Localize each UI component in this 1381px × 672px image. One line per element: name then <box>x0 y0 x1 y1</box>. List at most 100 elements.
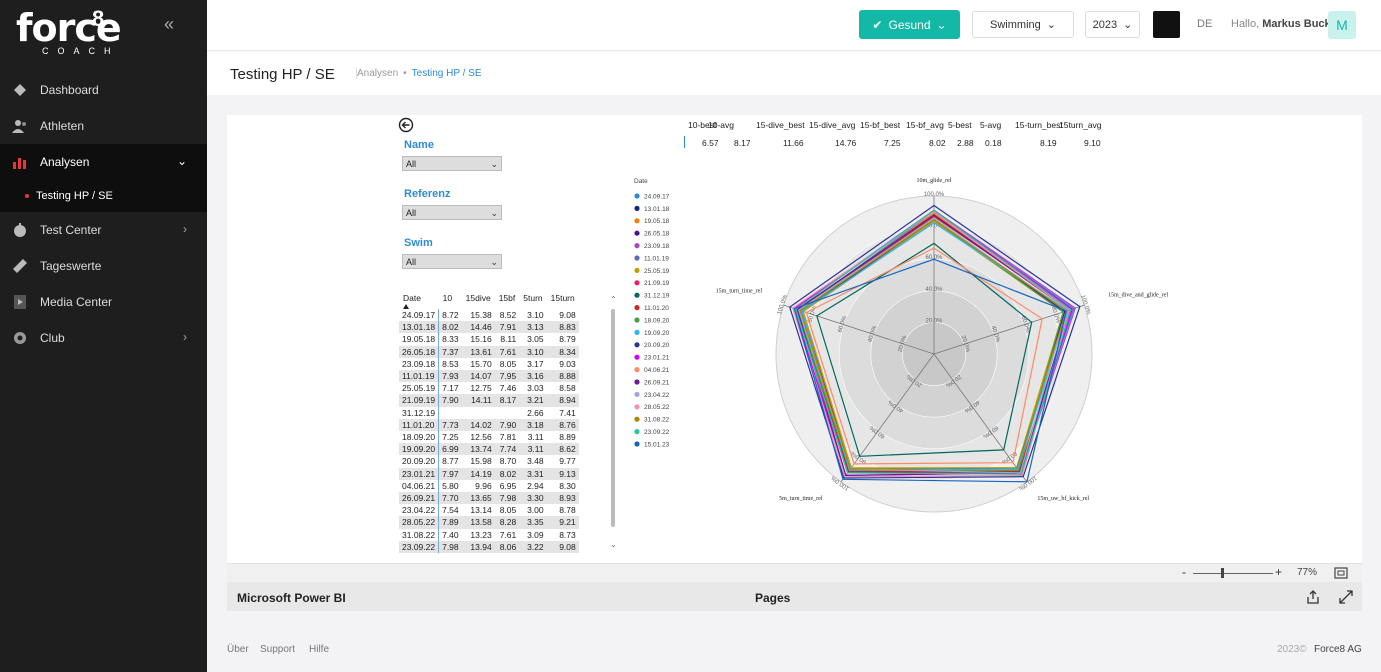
table-row[interactable]: 28.05.22 7.89 13.58 8.28 3.35 9.21 <box>399 516 579 529</box>
zoom-slider[interactable] <box>1193 573 1273 574</box>
pages-navigator[interactable]: Pages <box>755 591 791 605</box>
radar-series-line <box>788 204 1081 479</box>
powerbi-brand-link[interactable]: Microsoft Power BI <box>237 591 346 605</box>
table-row[interactable]: 18.09.20 7.25 12.56 7.81 3.11 8.89 <box>399 431 579 444</box>
table-row[interactable]: 23.09.22 7.98 13.94 8.06 3.22 9.08 <box>399 540 579 554</box>
sidebar-item-club[interactable]: Club › <box>0 320 207 356</box>
table-row[interactable]: 26.09.21 7.70 13.65 7.98 3.30 8.93 <box>399 492 579 505</box>
fit-to-page-icon[interactable] <box>1334 567 1348 579</box>
back-arrow-icon[interactable] <box>398 117 414 133</box>
table-row[interactable]: 21.09.19 7.90 14.11 8.17 3.21 8.94 <box>399 394 579 407</box>
legend-marker <box>634 416 640 422</box>
table-cell: 3.10 <box>519 345 547 358</box>
sidebar-item-test-center[interactable]: Test Center › <box>0 212 207 248</box>
table-cell: 3.00 <box>527 505 544 516</box>
table-cell: 15.38 <box>470 310 492 320</box>
scrollbar-thumb[interactable] <box>611 309 615 527</box>
radar-tick-label: 40.0% <box>925 287 943 293</box>
table-row[interactable]: 13.01.18 8.02 14.46 7.91 3.13 8.83 <box>399 321 579 334</box>
logo[interactable]: force 8 COACH <box>16 6 122 56</box>
legend-entry: 19.05.18 <box>644 218 670 225</box>
share-icon[interactable] <box>1305 589 1321 605</box>
table-cell: 13.65 <box>461 492 495 505</box>
table-row[interactable]: 23.04.22 7.54 13.14 8.05 3.00 8.78 <box>399 504 579 517</box>
column-header[interactable]: 15dive <box>465 293 491 303</box>
table-scrollbar[interactable]: ⌃ ⌄ <box>610 295 617 550</box>
table-cell: 14.02 <box>461 418 495 432</box>
legend-entry: 23.09.18 <box>644 243 670 250</box>
footer-link-support[interactable]: Support <box>260 644 296 655</box>
radar-axis-label: 5m_turn_time_rel <box>779 496 823 502</box>
zoom-out-button[interactable]: - <box>1182 565 1186 579</box>
breadcrumb-parent[interactable]: Analysen <box>357 68 399 79</box>
table-row[interactable]: 23.01.21 7.97 14.19 8.02 3.31 9.13 <box>399 467 579 480</box>
table-cell: 6.99 <box>438 443 462 456</box>
table-cell: 20.09.20 <box>399 455 440 468</box>
chevron-down-icon: ⌄ <box>490 208 498 218</box>
sidebar-subitem-testing[interactable]: Testing HP / SE <box>0 180 207 212</box>
table-row[interactable]: 23.09.18 8.53 15.70 8.05 3.17 9.03 <box>399 357 579 371</box>
slicer-label-swim: Swim <box>404 237 433 249</box>
radar-tick-label: 40.0% <box>867 325 878 344</box>
column-header[interactable]: 5turn <box>523 293 543 303</box>
table-row[interactable]: 26.05.18 7.37 13.61 7.61 3.10 8.34 <box>399 345 579 358</box>
health-status-button[interactable]: ✔ Gesund ⌄ <box>859 10 960 39</box>
scroll-up-icon[interactable]: ⌃ <box>610 295 617 304</box>
column-header[interactable]: Date <box>403 293 421 303</box>
table-cell: 7.41 <box>559 407 576 418</box>
footer-link-ueber[interactable]: Über <box>227 644 249 655</box>
kpi-header: 15-turn_best <box>1015 120 1063 130</box>
chevron-down-icon: ⌄ <box>490 257 498 267</box>
table-cell: 8.79 <box>559 334 576 345</box>
sidebar-item-media-center[interactable]: Media Center <box>0 284 207 320</box>
scroll-down-icon[interactable]: ⌄ <box>610 540 617 549</box>
sidebar-item-athleten[interactable]: Athleten <box>0 108 207 144</box>
footer-link-hilfe[interactable]: Hilfe <box>309 644 330 655</box>
table-row[interactable]: 31.08.22 7.40 13.23 7.61 3.09 8.73 <box>399 528 579 541</box>
table-row[interactable]: 11.01.20 7.73 14.02 7.90 3.18 8.76 <box>399 418 579 432</box>
column-header[interactable]: 10 <box>442 293 453 303</box>
kpi-value: 7.25 <box>884 138 901 148</box>
sort-asc-icon[interactable] <box>403 304 409 309</box>
table-row[interactable]: 04.06.21 5.80 9.96 6.95 2.94 8.30 <box>399 479 579 493</box>
slicer-name-dropdown[interactable]: All ⌄ <box>402 156 502 171</box>
table-row[interactable]: 19.09.20 6.99 13.74 7.74 3.11 8.62 <box>399 443 579 456</box>
sidebar-item-analysen[interactable]: Analysen ⌄ <box>0 144 207 180</box>
table-row[interactable]: 24.09.17 8.72 15.38 8.52 3.10 9.08 <box>399 309 579 322</box>
sport-select[interactable]: Swimming ⌄ <box>972 11 1074 38</box>
table-row[interactable]: 25.05.19 7.17 12.75 7.46 3.03 8.58 <box>399 382 579 395</box>
column-header[interactable]: 15bf <box>498 293 516 303</box>
zoom-in-button[interactable]: + <box>1275 565 1283 579</box>
table-cell: 8.53 <box>442 358 459 369</box>
legend-marker <box>634 193 640 199</box>
table-row[interactable]: 20.09.20 8.77 15.98 8.70 3.48 9.77 <box>399 455 579 468</box>
club-logo-thumbnail[interactable] <box>1153 11 1180 38</box>
table-row[interactable]: 11.01.19 7.93 14.07 7.95 3.16 8.88 <box>399 370 579 383</box>
table-cell: 8.58 <box>559 383 576 394</box>
kpi-divider <box>684 136 685 148</box>
slicer-value: All <box>406 159 417 169</box>
column-header[interactable]: 15turn <box>550 293 575 303</box>
year-select[interactable]: 2023 ⌄ <box>1085 11 1140 38</box>
sidebar-item-tageswerte[interactable]: Tageswerte <box>0 248 207 284</box>
kpi-value: 8.19 <box>1040 138 1057 148</box>
page-title: Testing HP / SE <box>230 66 335 83</box>
zoom-slider-handle[interactable] <box>1221 568 1224 578</box>
kpi-header: 10-best <box>688 120 717 130</box>
collapse-sidebar-icon[interactable]: « <box>164 14 175 34</box>
table-row[interactable]: 19.05.18 8.33 15.16 8.11 3.05 8.79 <box>399 333 579 346</box>
avatar[interactable]: M <box>1328 11 1356 39</box>
language-switch[interactable]: DE <box>1197 18 1213 30</box>
sidebar-item-dashboard[interactable]: Dashboard <box>0 72 207 108</box>
fullscreen-icon[interactable] <box>1338 589 1354 605</box>
legend-marker <box>634 342 640 348</box>
slicer-swim-dropdown[interactable]: All ⌄ <box>402 254 502 269</box>
table-cell: 23.04.22 <box>399 504 440 517</box>
legend-entry: 18.09.20 <box>644 317 670 324</box>
legend-marker <box>634 218 640 224</box>
table-row[interactable]: 31.12.19 2.66 7.41 <box>399 406 579 419</box>
slicer-referenz-dropdown[interactable]: All ⌄ <box>402 205 502 220</box>
legend-entry: 23.04.22 <box>644 392 670 399</box>
table-cell: 13.01.18 <box>399 321 440 334</box>
table-cell: 7.61 <box>494 345 520 358</box>
